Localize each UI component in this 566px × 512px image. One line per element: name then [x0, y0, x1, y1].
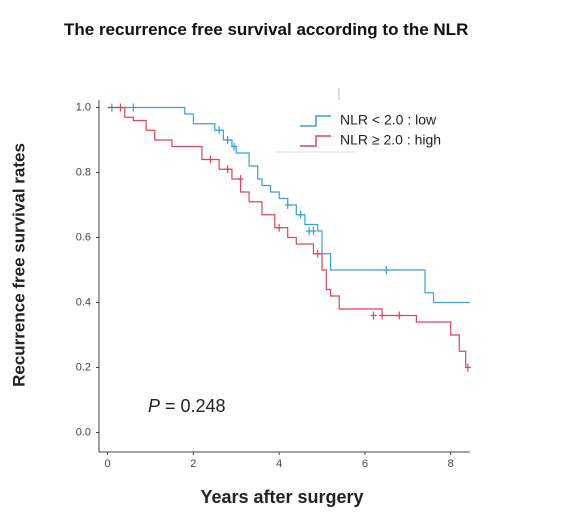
y-tick-label: 0.4 — [76, 296, 91, 308]
chart-title: The recurrence free survival according t… — [64, 20, 469, 39]
censor-mark — [224, 165, 231, 174]
x-tick-label: 2 — [190, 458, 196, 470]
y-axis-label: Recurrence free survival rates — [9, 143, 28, 387]
censor-mark — [276, 223, 283, 232]
censor-mark — [396, 311, 403, 320]
x-tick-label: 8 — [448, 458, 454, 470]
censor-mark — [224, 136, 231, 144]
censor-mark — [207, 155, 214, 164]
annotation-symbol: P — [148, 396, 160, 416]
legend-label: NLR ≥ 2.0 : high — [340, 132, 441, 148]
censor-mark — [231, 142, 238, 151]
censor-mark — [379, 311, 386, 320]
censor-mark — [383, 266, 390, 274]
censor-mark — [216, 126, 223, 135]
legend-label: NLR < 2.0 : low — [340, 112, 437, 128]
y-tick-label: 0.0 — [76, 426, 91, 438]
x-tick-label: 6 — [362, 458, 368, 470]
censor-mark — [464, 363, 471, 372]
y-tick-label: 0.2 — [76, 361, 91, 373]
censor-mark — [284, 201, 291, 209]
x-tick-label: 0 — [105, 458, 111, 470]
censor-mark — [117, 103, 124, 112]
x-axis-label: Years after surgery — [200, 487, 363, 507]
censor-mark — [130, 103, 137, 112]
y-tick-label: 0.8 — [76, 166, 91, 178]
censor-mark — [237, 175, 244, 183]
y-tick-label: 0.6 — [76, 231, 91, 243]
censor-mark — [297, 210, 304, 219]
y-tick-label: 1.0 — [76, 101, 91, 113]
annotation-text: = 0.248 — [165, 396, 226, 416]
censor-mark — [314, 249, 321, 258]
legend-swatch — [300, 115, 331, 127]
x-tick-label: 4 — [276, 458, 282, 470]
censor-mark — [310, 227, 317, 235]
censor-mark — [370, 311, 377, 320]
legend-swatch — [300, 135, 331, 147]
